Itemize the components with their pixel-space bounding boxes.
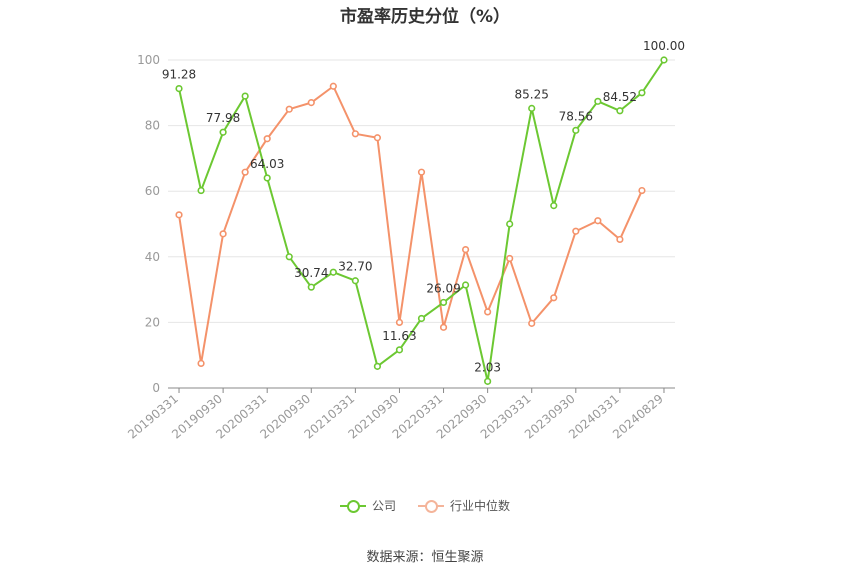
data-source: 数据来源：恒生聚源 <box>366 550 484 565</box>
data-point-industry-median <box>528 319 536 327</box>
data-point-company <box>329 268 337 276</box>
data-point-industry-median <box>594 217 602 225</box>
data-point-industry-median <box>484 308 492 316</box>
data-point-company <box>175 85 183 93</box>
data-point-company <box>285 253 293 261</box>
data-point-industry-median <box>351 130 359 138</box>
data-point-industry-median <box>307 99 315 107</box>
data-label: 11.63 <box>382 329 416 343</box>
data-label: 91.28 <box>162 68 196 82</box>
series-points <box>175 56 668 385</box>
data-point-industry-median <box>241 168 249 176</box>
axes <box>168 387 675 393</box>
data-point-industry-median <box>263 135 271 143</box>
data-point-industry-median <box>461 245 470 254</box>
data-point-industry-median <box>329 82 337 90</box>
data-labels: 91.28 77.98 64.03 30.74 32.70 11.63 26.09 2.03 8… <box>162 39 685 374</box>
data-point-company <box>506 220 514 228</box>
y-tick-label: 40 <box>145 250 160 264</box>
data-point-company <box>461 281 470 289</box>
data-point-industry-median <box>506 254 514 263</box>
data-point-company <box>373 362 382 370</box>
data-point-industry-median <box>175 211 183 219</box>
legend-label-company: 公司 <box>371 499 396 513</box>
y-tick-label: 80 <box>145 119 160 133</box>
data-label: 84.52 <box>603 90 637 104</box>
data-label: 2.03 <box>474 360 501 374</box>
data-point-company <box>241 92 249 100</box>
data-label: 85.25 <box>515 87 549 101</box>
data-point-company <box>351 277 359 285</box>
data-point-company <box>219 128 227 136</box>
legend-swatch-company <box>339 499 366 513</box>
data-point-company <box>638 89 646 97</box>
data-point-industry-median <box>395 318 404 327</box>
data-point-company <box>439 298 448 307</box>
data-label: 26.09 <box>426 281 460 295</box>
data-point-industry-median <box>285 105 293 113</box>
legend-swatch-industry-median <box>418 499 444 513</box>
y-tick-labels: 0 20 40 60 80 100 <box>137 53 160 395</box>
data-point-industry-median <box>373 134 382 142</box>
data-point-company <box>263 174 271 182</box>
series-lines <box>178 59 665 383</box>
data-label: 100.00 <box>643 39 685 53</box>
data-point-company <box>616 107 624 115</box>
data-label: 30.74 <box>294 266 328 280</box>
legend-item-industry-median[interactable]: 行业中位数 <box>418 497 510 514</box>
legend-item-company[interactable]: 公司 <box>339 497 396 514</box>
chart-title: 市盈率历史分位（%） <box>339 7 511 27</box>
data-label: 77.98 <box>206 111 240 125</box>
legend-label-industry-median: 行业中位数 <box>450 499 511 513</box>
data-point-industry-median <box>550 294 558 302</box>
y-tick-label: 60 <box>145 184 160 198</box>
data-point-industry-median <box>638 186 646 195</box>
data-point-company <box>307 283 315 291</box>
data-point-industry-median <box>616 235 624 244</box>
y-tick-label: 0 <box>152 381 160 395</box>
data-point-industry-median <box>417 168 426 176</box>
data-point-company <box>395 346 404 354</box>
y-tick-label: 100 <box>137 53 160 67</box>
data-point-company <box>197 186 205 195</box>
y-tick-label: 20 <box>145 315 160 329</box>
series-line-industry-median <box>178 85 643 365</box>
series-line-company <box>178 59 665 383</box>
legend: 公司 行业中位数 <box>0 497 850 514</box>
data-label: 64.03 <box>250 157 284 171</box>
data-point-company <box>550 202 558 210</box>
data-point-industry-median <box>439 323 448 331</box>
grid-lines <box>168 59 675 323</box>
data-point-company <box>417 314 426 323</box>
data-point-company <box>660 56 668 64</box>
data-point-industry-median <box>219 230 227 238</box>
data-label: 32.70 <box>338 260 372 274</box>
data-point-company <box>572 126 580 134</box>
data-point-company <box>594 97 602 105</box>
data-point-industry-median <box>572 227 580 235</box>
data-point-company <box>528 104 536 112</box>
x-tick-labels: 2019033120190930202003312020093020210331… <box>125 392 666 442</box>
data-point-company <box>484 377 492 385</box>
data-point-industry-median <box>197 359 205 368</box>
data-label: 78.56 <box>559 109 593 123</box>
